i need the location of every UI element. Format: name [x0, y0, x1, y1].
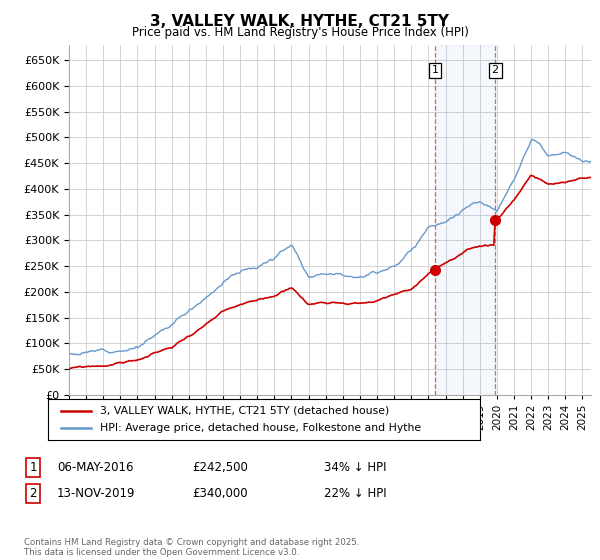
Text: 3, VALLEY WALK, HYTHE, CT21 5TY (detached house): 3, VALLEY WALK, HYTHE, CT21 5TY (detache… [100, 405, 389, 416]
Text: 34% ↓ HPI: 34% ↓ HPI [324, 461, 386, 474]
Text: £340,000: £340,000 [192, 487, 248, 501]
Text: 1: 1 [29, 461, 37, 474]
Text: 2: 2 [29, 487, 37, 501]
Text: Contains HM Land Registry data © Crown copyright and database right 2025.
This d: Contains HM Land Registry data © Crown c… [24, 538, 359, 557]
Bar [435, 45, 495, 395]
Text: 06-MAY-2016: 06-MAY-2016 [57, 461, 133, 474]
Text: 3, VALLEY WALK, HYTHE, CT21 5TY: 3, VALLEY WALK, HYTHE, CT21 5TY [151, 14, 449, 29]
Text: 2: 2 [491, 66, 499, 75]
Text: 1: 1 [431, 66, 439, 75]
Text: 22% ↓ HPI: 22% ↓ HPI [324, 487, 386, 501]
Text: Price paid vs. HM Land Registry's House Price Index (HPI): Price paid vs. HM Land Registry's House … [131, 26, 469, 39]
Text: 13-NOV-2019: 13-NOV-2019 [57, 487, 136, 501]
Text: £242,500: £242,500 [192, 461, 248, 474]
Text: HPI: Average price, detached house, Folkestone and Hythe: HPI: Average price, detached house, Folk… [100, 423, 421, 433]
